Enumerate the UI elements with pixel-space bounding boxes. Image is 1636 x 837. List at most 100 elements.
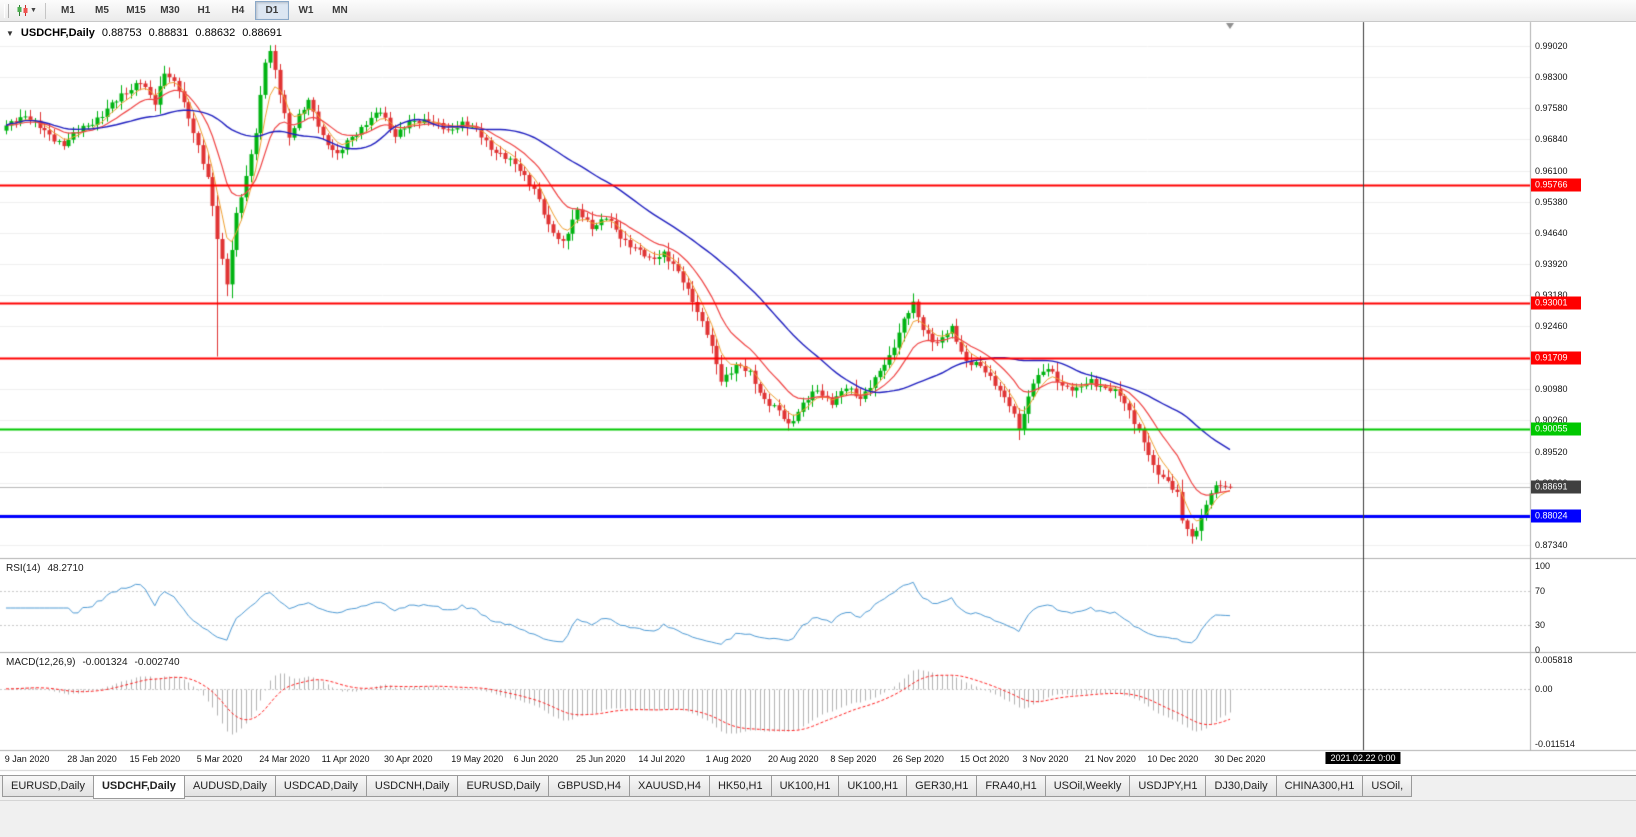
timeframe-button-mn[interactable]: MN [332, 5, 348, 16]
date-axis-label: 20 Aug 2020 [768, 754, 819, 764]
timeframe-button-h1[interactable]: H1 [197, 5, 211, 16]
chart-tab-fra40-h1[interactable]: FRA40,H1 [976, 776, 1046, 797]
timeframe-button-m1[interactable]: M1 [60, 5, 75, 16]
chart-symbol-label: USDCHF,Daily [20, 27, 95, 39]
collapse-chart-icon[interactable]: ▼ [6, 28, 14, 38]
price-level-badge: 0.95766 [1531, 178, 1581, 192]
rsi-name: RSI(14) [6, 563, 41, 574]
chart-tab-ger30-h1[interactable]: GER30,H1 [906, 776, 978, 797]
date-axis-label: 15 Feb 2020 [129, 754, 181, 764]
current-price-badge: 0.88691 [1531, 480, 1581, 494]
date-axis-label: 30 Dec 2020 [1214, 754, 1266, 764]
rsi-indicator-header: RSI(14) 48.2710 [6, 563, 84, 574]
chart-tab-eurusd-daily[interactable]: EURUSD,Daily [2, 776, 94, 797]
price-axis-label: 0.99020 [1535, 41, 1568, 51]
rsi-axis-label: 100 [1535, 561, 1551, 571]
date-axis-label: 21 Nov 2020 [1084, 754, 1136, 764]
candlestick-chart-icon [17, 5, 28, 16]
date-marker-badge: 2021.02.22 0:00 [1325, 752, 1401, 764]
ohlc-open: 0.88753 [101, 27, 142, 39]
price-level-badge: 0.93001 [1531, 296, 1581, 310]
date-axis-label: 24 Mar 2020 [259, 754, 310, 764]
ohlc-high: 0.88831 [148, 27, 189, 39]
timeframe-button-m5[interactable]: M5 [94, 5, 109, 16]
chart-tab-usoil-weekly[interactable]: USOil,Weekly [1044, 776, 1131, 797]
date-axis-label: 5 Mar 2020 [196, 754, 243, 764]
chart-tab-usdjpy-h1[interactable]: USDJPY,H1 [1129, 776, 1207, 797]
price-axis-label: 0.93180 [1535, 290, 1568, 301]
date-axis-label: 8 Sep 2020 [830, 754, 877, 764]
date-axis-label: 3 Nov 2020 [1022, 754, 1069, 764]
rsi-axis-label: 70 [1535, 586, 1546, 597]
date-axis-label: 10 Dec 2020 [1147, 754, 1199, 764]
timeframe-button-w1[interactable]: W1 [298, 5, 314, 16]
chart-tab-xauusd-h4[interactable]: XAUUSD,H4 [628, 776, 710, 797]
chart-tab-dj30-daily[interactable]: DJ30,Daily [1205, 776, 1277, 797]
date-axis-label: 26 Sep 2020 [892, 754, 944, 764]
price-axis-label: 0.96100 [1535, 165, 1568, 176]
price-axis-label: 0.93920 [1535, 258, 1568, 269]
rsi-axis-label: 30 [1535, 619, 1546, 630]
status-bar [0, 800, 1636, 837]
chart-tab-uk100-h1[interactable]: UK100,H1 [770, 776, 840, 797]
chevron-down-icon: ▼ [30, 7, 37, 14]
price-axis-label: 0.95380 [1535, 196, 1568, 207]
price-axis-label: 0.90260 [1535, 415, 1568, 426]
toolbar-grip[interactable] [4, 3, 9, 18]
timeframe-button-d1[interactable]: D1 [254, 1, 289, 20]
price-axis-label: 0.97580 [1535, 102, 1568, 113]
date-axis-label: 25 Jun 2020 [576, 754, 626, 764]
chart-header: ▼ USDCHF,Daily 0.88753 0.88831 0.88632 0… [6, 27, 282, 39]
price-axis-label: 0.98300 [1535, 71, 1568, 82]
chart-tab-usdchf-daily[interactable]: USDCHF,Daily [92, 776, 185, 799]
macd-indicator-header: MACD(12,26,9) -0.001324 -0.002740 [6, 657, 180, 668]
chart-tab-china300-h1[interactable]: CHINA300,H1 [1275, 776, 1364, 797]
price-axis-label: 0.96840 [1535, 134, 1568, 145]
macd-axis-label: -0.011514 [1535, 739, 1575, 749]
chart-tab-hk50-h1[interactable]: HK50,H1 [708, 776, 772, 797]
timeframe-button-m15[interactable]: M15 [126, 5, 146, 16]
chart-tab-usoil-[interactable]: USOil, [1362, 776, 1413, 797]
chart-tab-usdcad-daily[interactable]: USDCAD,Daily [274, 776, 367, 797]
date-axis-label: 30 Apr 2020 [384, 754, 433, 764]
price-level-badge: 0.90055 [1531, 422, 1581, 436]
date-axis-label: 1 Aug 2020 [705, 754, 752, 764]
price-level-badge: 0.91709 [1531, 351, 1581, 365]
price-axis-label: 0.89520 [1535, 446, 1568, 457]
timeframe-button-h4[interactable]: H4 [231, 5, 245, 16]
chart-tab-uk100-h1[interactable]: UK100,H1 [838, 776, 908, 797]
price-axis-label: 0.90980 [1535, 384, 1568, 395]
date-axis-label: 15 Oct 2020 [960, 754, 1010, 764]
price-axis-label: 0.92460 [1535, 321, 1568, 332]
price-axis-label: 0.87340 [1535, 539, 1568, 550]
chart-tab-usdcnh-daily[interactable]: USDCNH,Daily [365, 776, 459, 797]
ohlc-low: 0.88632 [195, 27, 236, 39]
macd-axis-label: 0.005818 [1535, 655, 1573, 665]
macd-signal-value: -0.002740 [134, 657, 180, 668]
macd-axis-label: 0.00 [1535, 683, 1553, 694]
date-axis-label: 9 Jan 2020 [4, 754, 50, 764]
price-level-badge: 0.88024 [1531, 509, 1581, 523]
rsi-axis-label: 0 [1535, 645, 1541, 655]
date-axis-label: 19 May 2020 [451, 754, 504, 764]
chart-tab-audusd-daily[interactable]: AUDUSD,Daily [183, 776, 276, 797]
price-axis-label: 0.94640 [1535, 228, 1568, 239]
chart-tab-eurusd-daily[interactable]: EURUSD,Daily [457, 776, 550, 797]
timeframe-buttons: M1 M5 M15 M30 H1 H4 D1 W1 MN [51, 1, 357, 20]
chart-tab-gbpusd-h4[interactable]: GBPUSD,H4 [548, 776, 630, 797]
chart-type-button[interactable]: ▼ [13, 1, 40, 21]
rsi-value: 48.2710 [47, 563, 84, 574]
timeframe-button-m30[interactable]: M30 [160, 5, 180, 16]
macd-value: -0.001324 [82, 657, 128, 668]
timeframes-toolbar: ▼ M1 M5 M15 M30 H1 H4 D1 W1 MN [0, 0, 1636, 22]
date-axis-label: 6 Jun 2020 [513, 754, 559, 764]
ohlc-close: 0.88691 [242, 27, 282, 39]
date-axis-label: 11 Apr 2020 [321, 754, 370, 764]
date-axis-label: 14 Jul 2020 [638, 754, 685, 764]
date-axis-label: 28 Jan 2020 [67, 754, 117, 764]
macd-name: MACD(12,26,9) [6, 657, 76, 668]
chart-tabs-bar: EURUSD,Daily USDCHF,Daily AUDUSD,Daily USDC… [0, 775, 1636, 800]
toolbar-separator [44, 2, 46, 19]
